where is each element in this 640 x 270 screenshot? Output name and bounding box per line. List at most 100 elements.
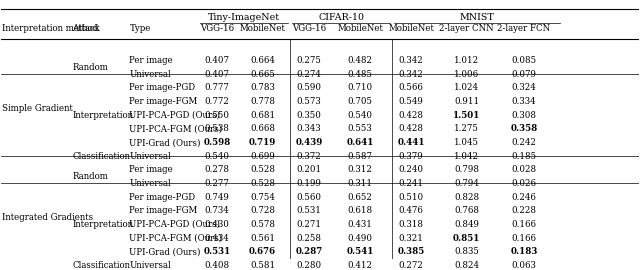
Text: 0.258: 0.258	[297, 234, 322, 242]
Text: 0.275: 0.275	[297, 56, 322, 65]
Text: 0.705: 0.705	[348, 97, 372, 106]
Text: 0.240: 0.240	[399, 165, 424, 174]
Text: 0.566: 0.566	[399, 83, 424, 92]
Text: 1.501: 1.501	[453, 111, 480, 120]
Text: 0.278: 0.278	[204, 165, 229, 174]
Text: 0.772: 0.772	[204, 97, 229, 106]
Text: 0.385: 0.385	[397, 247, 425, 256]
Text: 0.166: 0.166	[511, 234, 536, 242]
Text: Interpretation: Interpretation	[72, 111, 133, 120]
Text: 0.199: 0.199	[297, 179, 322, 188]
Text: Classification: Classification	[72, 261, 130, 270]
Text: 1.006: 1.006	[454, 70, 479, 79]
Text: 0.441: 0.441	[397, 138, 425, 147]
Text: 2-layer CNN: 2-layer CNN	[439, 24, 494, 33]
Text: 0.412: 0.412	[348, 261, 372, 270]
Text: 1.275: 1.275	[454, 124, 479, 133]
Text: 0.553: 0.553	[348, 124, 372, 133]
Text: MobileNet: MobileNet	[337, 24, 383, 33]
Text: 0.063: 0.063	[511, 261, 536, 270]
Text: 0.476: 0.476	[399, 206, 424, 215]
Text: 0.485: 0.485	[348, 70, 372, 79]
Text: 0.431: 0.431	[348, 220, 372, 229]
Text: 0.618: 0.618	[348, 206, 372, 215]
Text: 2-layer FCN: 2-layer FCN	[497, 24, 550, 33]
Text: 0.540: 0.540	[204, 152, 229, 161]
Text: 0.598: 0.598	[203, 138, 230, 147]
Text: 0.311: 0.311	[348, 179, 372, 188]
Text: Per image-PGD: Per image-PGD	[129, 83, 196, 92]
Text: 0.528: 0.528	[250, 179, 275, 188]
Text: MNIST: MNIST	[460, 13, 495, 22]
Text: 0.026: 0.026	[511, 179, 536, 188]
Text: 0.358: 0.358	[510, 124, 538, 133]
Text: 0.166: 0.166	[511, 220, 536, 229]
Text: 0.334: 0.334	[511, 97, 536, 106]
Text: 0.550: 0.550	[204, 111, 229, 120]
Text: 0.287: 0.287	[296, 247, 323, 256]
Text: 0.228: 0.228	[511, 206, 536, 215]
Text: 0.531: 0.531	[203, 247, 230, 256]
Text: 0.342: 0.342	[399, 70, 424, 79]
Text: 0.280: 0.280	[296, 261, 322, 270]
Text: 0.798: 0.798	[454, 165, 479, 174]
Text: 0.783: 0.783	[250, 83, 275, 92]
Text: UPI-PCA-FGM (Ours): UPI-PCA-FGM (Ours)	[129, 124, 223, 133]
Text: 0.274: 0.274	[297, 70, 322, 79]
Text: 0.242: 0.242	[511, 138, 536, 147]
Text: Universal: Universal	[129, 179, 172, 188]
Text: Random: Random	[72, 63, 108, 72]
Text: 0.490: 0.490	[348, 234, 372, 242]
Text: 1.012: 1.012	[454, 56, 479, 65]
Text: 0.676: 0.676	[249, 247, 276, 256]
Text: 0.343: 0.343	[297, 124, 321, 133]
Text: 0.578: 0.578	[250, 220, 275, 229]
Text: 0.407: 0.407	[204, 56, 229, 65]
Text: 0.528: 0.528	[250, 165, 275, 174]
Text: Universal: Universal	[129, 152, 172, 161]
Text: 0.560: 0.560	[297, 193, 322, 202]
Text: 0.430: 0.430	[204, 220, 229, 229]
Text: Tiny-ImageNet: Tiny-ImageNet	[208, 13, 280, 22]
Text: 0.079: 0.079	[511, 70, 536, 79]
Text: 0.911: 0.911	[454, 97, 479, 106]
Text: 0.428: 0.428	[399, 124, 424, 133]
Text: UPI-PCA-PGD (Ours): UPI-PCA-PGD (Ours)	[129, 220, 220, 229]
Text: 0.201: 0.201	[296, 165, 322, 174]
Text: 0.828: 0.828	[454, 193, 479, 202]
Text: Per image-FGM: Per image-FGM	[129, 206, 198, 215]
Text: 0.581: 0.581	[250, 261, 275, 270]
Text: 0.541: 0.541	[346, 247, 374, 256]
Text: 0.668: 0.668	[250, 124, 275, 133]
Text: 0.028: 0.028	[511, 165, 536, 174]
Text: 0.590: 0.590	[297, 83, 322, 92]
Text: 0.372: 0.372	[297, 152, 321, 161]
Text: 0.183: 0.183	[510, 247, 538, 256]
Text: MobileNet: MobileNet	[388, 24, 434, 33]
Text: 0.246: 0.246	[511, 193, 536, 202]
Text: Classification: Classification	[72, 152, 130, 161]
Text: 0.719: 0.719	[249, 138, 276, 147]
Text: Per image-FGM: Per image-FGM	[129, 97, 198, 106]
Text: Type: Type	[129, 24, 151, 33]
Text: 0.350: 0.350	[297, 111, 322, 120]
Text: 0.540: 0.540	[348, 111, 372, 120]
Text: 0.710: 0.710	[348, 83, 372, 92]
Text: 0.849: 0.849	[454, 220, 479, 229]
Text: UPI-Grad (Ours): UPI-Grad (Ours)	[129, 138, 201, 147]
Text: 0.272: 0.272	[399, 261, 424, 270]
Text: 0.754: 0.754	[250, 193, 275, 202]
Text: Interpretation: Interpretation	[72, 220, 133, 229]
Text: UPI-Grad (Ours): UPI-Grad (Ours)	[129, 247, 201, 256]
Text: Attack: Attack	[72, 24, 100, 33]
Text: 1.045: 1.045	[454, 138, 479, 147]
Text: MobileNet: MobileNet	[240, 24, 285, 33]
Text: 0.573: 0.573	[297, 97, 321, 106]
Text: 0.510: 0.510	[399, 193, 424, 202]
Text: Per image: Per image	[129, 56, 173, 65]
Text: 0.777: 0.777	[204, 83, 229, 92]
Text: 0.408: 0.408	[204, 261, 229, 270]
Text: 0.851: 0.851	[453, 234, 480, 242]
Text: Simple Gradient: Simple Gradient	[2, 104, 73, 113]
Text: 0.652: 0.652	[348, 193, 372, 202]
